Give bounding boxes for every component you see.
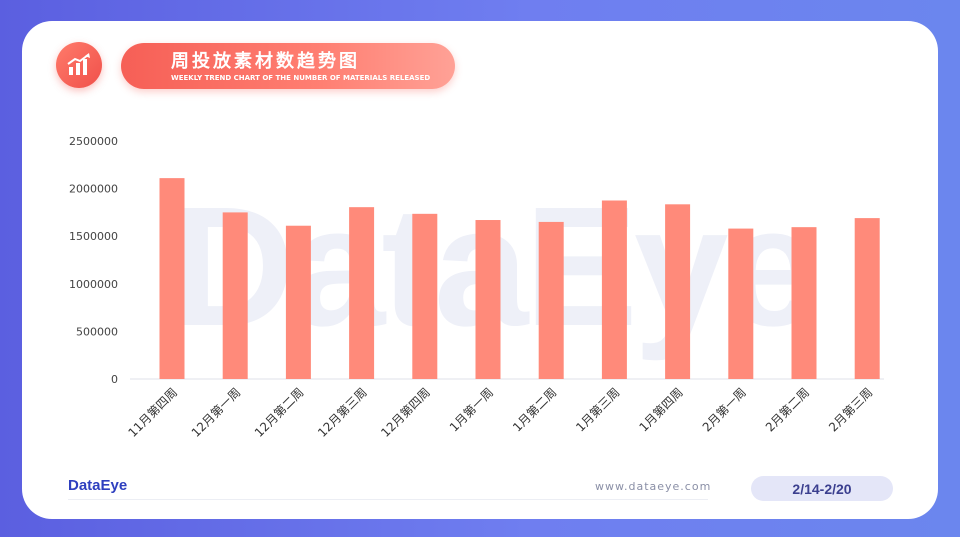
x-tick-label: 2月第二周 [763, 385, 812, 434]
chart-subtitle: WEEKLY TREND CHART OF THE NUMBER OF MATE… [171, 74, 431, 82]
chart-card: DataEye 周投放素材数趋势图 WEEKLY TREND CHART OF … [22, 21, 938, 519]
title-banner: 周投放素材数趋势图 WEEKLY TREND CHART OF THE NUMB… [121, 43, 455, 89]
x-tick-label: 1月第二周 [510, 385, 559, 434]
bar [222, 212, 248, 379]
x-tick-label: 11月第四周 [125, 385, 180, 440]
bar [601, 200, 627, 379]
y-tick-label: 0 [111, 373, 118, 386]
footer-divider [68, 499, 708, 500]
bar [728, 228, 754, 379]
x-tick-label: 12月第三周 [315, 385, 370, 440]
chart-title: 周投放素材数趋势图 [171, 51, 360, 72]
chart-logo [56, 42, 102, 88]
bar [665, 204, 691, 379]
bar-chart-trend-icon [67, 53, 90, 75]
x-tick-label: 1月第四周 [636, 385, 685, 434]
x-tick-label: 2月第一周 [700, 385, 749, 434]
date-range-badge: 2/14-2/20 [751, 476, 893, 501]
bar [538, 221, 564, 379]
bar [349, 207, 375, 379]
x-tick-label: 2月第三周 [826, 385, 875, 434]
x-tick-label: 12月第二周 [252, 385, 307, 440]
x-tick-label: 1月第一周 [447, 385, 496, 434]
bar-chart: 0 500000 1000000 1500000 2000000 2500000 11月第… [69, 135, 884, 440]
brand-logo: DataEye [68, 477, 128, 494]
y-tick-label: 1000000 [69, 278, 118, 291]
x-tick-label: 12月第四周 [378, 385, 433, 440]
y-tick-label: 1500000 [69, 230, 118, 243]
y-tick-label: 2000000 [69, 183, 118, 196]
y-tick-label: 2500000 [69, 135, 118, 148]
website-url: www.dataeye.com [595, 480, 712, 493]
bar [854, 218, 880, 379]
y-tick-label: 500000 [76, 325, 118, 338]
x-tick-label: 12月第一周 [189, 385, 244, 440]
bar [412, 213, 438, 379]
bar [159, 178, 185, 379]
bar [791, 227, 817, 379]
bar [475, 220, 501, 379]
x-tick-label: 1月第三周 [573, 385, 622, 434]
bar [285, 225, 311, 379]
